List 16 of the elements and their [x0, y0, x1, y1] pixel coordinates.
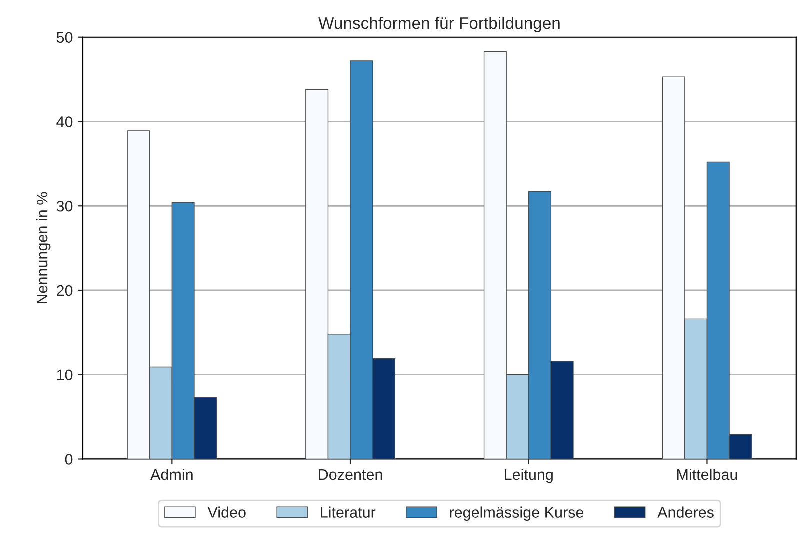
legend-label: Literatur [321, 506, 376, 518]
x-tick-label: Leitung [505, 468, 553, 484]
x-tick-label: Dozenten [319, 470, 382, 480]
y-tick-label: 50 [56, 32, 73, 44]
legend-label: Anderes [658, 506, 714, 518]
y-tick-label: 40 [56, 116, 73, 128]
chart-title: Wunschformen für Fortbildungen [318, 16, 560, 33]
x-tick-label: Mittelbau [677, 468, 738, 480]
y-axis-title: Nennungen in % [36, 192, 51, 304]
legend-label: Video [208, 506, 246, 518]
legend-label: regelmässige Kurse [450, 506, 584, 521]
x-tick-label: Admin [150, 468, 193, 480]
y-tick-label: 0 [65, 454, 73, 465]
y-tick-label: 20 [57, 285, 73, 296]
y-tick-label: 30 [56, 200, 73, 212]
y-tick-label: 10 [57, 370, 73, 381]
